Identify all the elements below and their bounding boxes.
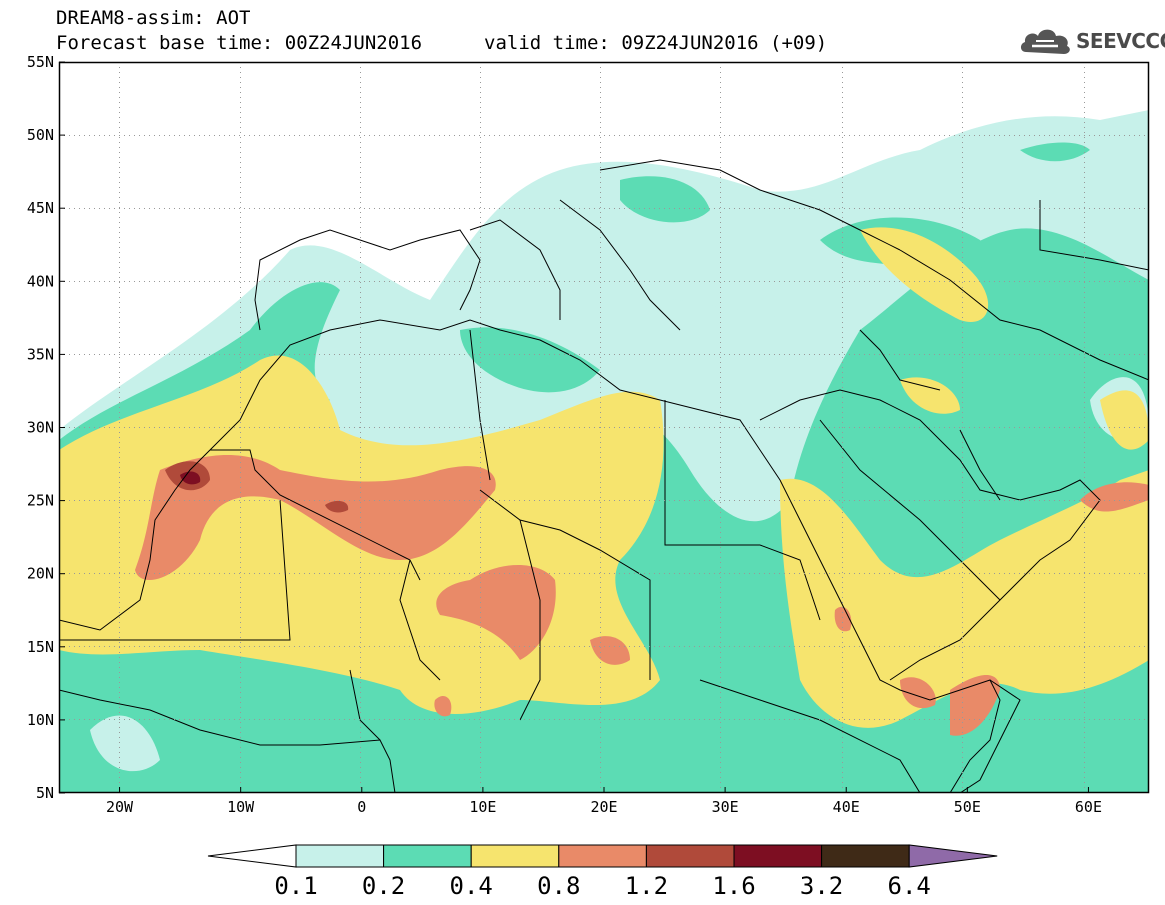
colorbar-segment — [470, 844, 560, 868]
lon-tick-label: 40E — [833, 798, 860, 816]
cloud-logo-icon — [1020, 29, 1070, 54]
colorbar-segment — [733, 844, 823, 868]
colorbar-label: 6.4 — [887, 872, 931, 900]
grid — [59, 62, 1149, 793]
coastlines — [59, 159, 1149, 793]
colorbar-label: 0.1 — [274, 872, 318, 900]
colorbar-label: 0.2 — [361, 872, 406, 900]
colorbar-label: 1.6 — [712, 872, 756, 900]
lat-tick-label: 35N — [27, 345, 54, 363]
colorbar — [207, 844, 998, 868]
lat-tick-label: 55N — [27, 53, 54, 71]
lon-tick-label: 10W — [227, 798, 255, 816]
lon-tick-label: 20E — [590, 798, 617, 816]
lat-tick-label: 15N — [27, 638, 54, 656]
colorbar-segment — [383, 844, 472, 868]
colorbar-under-arrow — [207, 844, 297, 868]
colorbar-label: 0.4 — [449, 872, 493, 900]
seevccc-logo: SEEVCCC — [1018, 24, 1165, 58]
valid-time: valid time: 09Z24JUN2016 (+09) — [484, 32, 828, 54]
longitude-ticks: 20W 10W 0 10E 20E 30E 40E 50E 60E — [106, 787, 1102, 816]
colorbar-label: 0.8 — [537, 872, 581, 900]
lat-tick-label: 45N — [27, 199, 54, 217]
lon-tick-label: 20W — [106, 798, 134, 816]
lon-tick-label: 50E — [954, 798, 981, 816]
lon-tick-label: 0 — [357, 798, 366, 816]
colorbar-label: 3.2 — [799, 872, 844, 900]
colorbar-segment — [821, 844, 910, 868]
lon-tick-label: 60E — [1075, 798, 1102, 816]
lat-tick-label: 10N — [27, 711, 54, 729]
lat-tick-label: 20N — [27, 565, 54, 583]
colorbar-label: 1.2 — [624, 872, 669, 900]
latitude-ticks: 55N 50N 45N 40N 35N 30N 25N 20N 15N 10N 5N — [27, 53, 65, 802]
lon-tick-label: 30E — [712, 798, 739, 816]
lat-tick-label: 30N — [27, 419, 54, 437]
logo-text: SEEVCCC — [1076, 29, 1165, 53]
time-info: Forecast base time: 00Z24JUN2016 valid ti… — [56, 33, 827, 53]
map-title: DREAM8-assim: AOT — [56, 7, 251, 29]
lat-tick-label: 25N — [27, 492, 54, 510]
lat-tick-label: 5N — [36, 784, 54, 802]
colorbar-segment — [645, 844, 735, 868]
lon-tick-label: 10E — [469, 798, 496, 816]
colorbar-segment — [558, 844, 647, 868]
colorbar-segment — [295, 844, 385, 868]
lat-tick-label: 50N — [27, 126, 54, 144]
forecast-base-time: Forecast base time: 00Z24JUN2016 — [56, 32, 423, 54]
colorbar-over-arrow — [908, 844, 998, 868]
lat-tick-label: 40N — [27, 272, 54, 290]
